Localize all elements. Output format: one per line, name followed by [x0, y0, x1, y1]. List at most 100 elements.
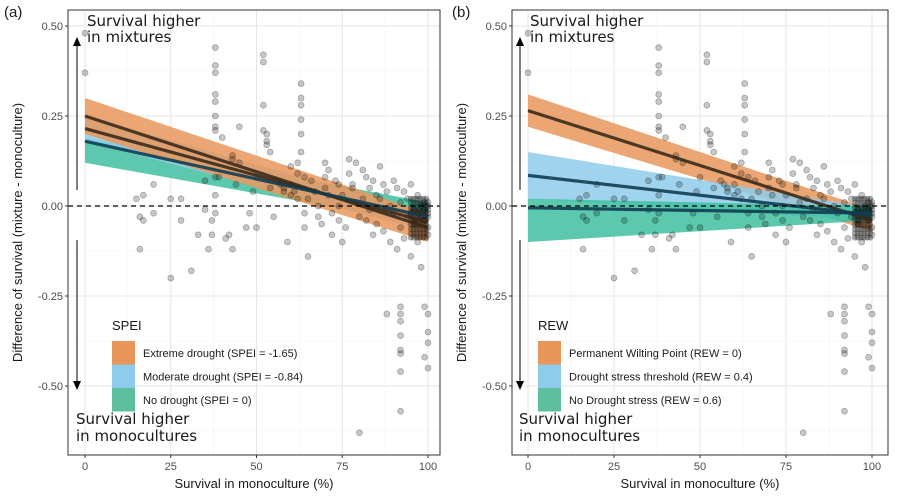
data-point — [205, 245, 212, 253]
data-point — [868, 224, 876, 231]
data-point — [848, 195, 855, 203]
data-point — [865, 353, 872, 361]
data-point — [212, 209, 219, 217]
data-point — [610, 195, 618, 203]
data-point — [417, 230, 424, 237]
data-point — [421, 199, 428, 206]
data-point — [424, 310, 432, 318]
plot-area — [524, 29, 876, 437]
data-point — [731, 181, 738, 188]
data-point — [407, 200, 414, 207]
data-point — [851, 181, 859, 188]
data-point — [713, 213, 721, 221]
data-point — [229, 155, 236, 163]
data-point — [854, 200, 861, 207]
data-point — [410, 226, 417, 233]
data-point — [857, 221, 864, 228]
data-point — [332, 177, 339, 185]
x-axis-title: Survival in monoculture (%) — [621, 476, 780, 491]
data-point — [177, 217, 185, 224]
data-point — [294, 170, 301, 177]
data-point — [420, 230, 427, 237]
data-point — [703, 101, 711, 109]
data-point — [397, 317, 404, 325]
data-point — [789, 170, 797, 177]
data-point — [263, 137, 271, 145]
data-point — [861, 226, 868, 233]
data-point — [851, 253, 859, 260]
data-point — [768, 166, 776, 174]
data-point — [177, 195, 185, 203]
fit-line — [84, 114, 429, 230]
data-point — [834, 177, 841, 185]
data-point — [593, 209, 601, 217]
y-tick-label: 0.50 — [42, 21, 63, 33]
data-point — [583, 217, 590, 224]
legend-label: Moderate drought (SPEI = -0.84) — [143, 372, 303, 384]
data-point — [369, 231, 377, 239]
data-point — [703, 58, 711, 66]
data-point — [524, 29, 532, 37]
data-point — [799, 213, 807, 221]
data-point — [851, 221, 858, 228]
data-point — [864, 195, 871, 202]
data-point — [284, 238, 291, 246]
data-point — [212, 127, 219, 134]
data-point — [407, 234, 414, 241]
data-point — [414, 195, 421, 202]
panel-b: 0.50 0.25 0.00 -0.25 -0.50 0 25 50 75 100 Survival… — [452, 4, 889, 491]
panel-a: 0.50 0.25 0.00 -0.25 -0.50 0 25 50 75 100 Survival… — [4, 4, 441, 491]
data-point — [741, 148, 749, 156]
data-point — [417, 263, 425, 271]
arrow-up-head — [516, 37, 524, 46]
data-point — [308, 177, 315, 185]
data-point — [304, 253, 312, 260]
legend-label: No drought (SPEI = 0) — [143, 395, 252, 407]
data-point — [665, 235, 673, 242]
data-point — [865, 303, 872, 311]
data-point — [741, 101, 749, 109]
data-point — [369, 177, 377, 185]
data-point — [768, 191, 776, 199]
data-point — [813, 177, 821, 185]
data-point — [765, 159, 773, 167]
data-point — [212, 173, 219, 181]
data-point — [823, 181, 831, 188]
data-point — [867, 226, 874, 233]
data-point — [779, 181, 786, 188]
data-point — [867, 200, 874, 207]
panel-label: (b) — [452, 4, 470, 21]
data-point — [212, 112, 219, 120]
data-point — [417, 195, 424, 202]
data-point — [321, 184, 329, 192]
data-point — [861, 230, 868, 237]
data-point — [304, 195, 312, 203]
data-point — [208, 217, 216, 224]
data-point — [167, 195, 175, 203]
data-point — [841, 310, 848, 318]
data-point — [820, 195, 828, 203]
panel-border — [67, 9, 441, 456]
fit-line — [527, 109, 873, 222]
legend-label: Permanent Wilting Point (REW = 0) — [569, 348, 742, 360]
annotation-top-line1: Survival higher — [530, 12, 644, 30]
data-point — [758, 213, 766, 221]
data-point — [397, 368, 404, 375]
data-point — [423, 195, 430, 202]
data-point — [407, 226, 414, 233]
data-point — [407, 253, 415, 260]
y-tick-label: 0.00 — [42, 201, 63, 213]
data-point — [140, 217, 147, 224]
data-point — [841, 407, 848, 415]
data-point — [225, 231, 233, 239]
data-point — [579, 245, 587, 253]
data-point — [294, 195, 301, 203]
data-point — [707, 130, 714, 138]
data-point — [658, 173, 666, 181]
data-point — [414, 238, 422, 246]
data-point — [81, 69, 89, 77]
data-point — [854, 230, 861, 237]
data-point — [827, 188, 835, 195]
data-point — [851, 226, 858, 233]
